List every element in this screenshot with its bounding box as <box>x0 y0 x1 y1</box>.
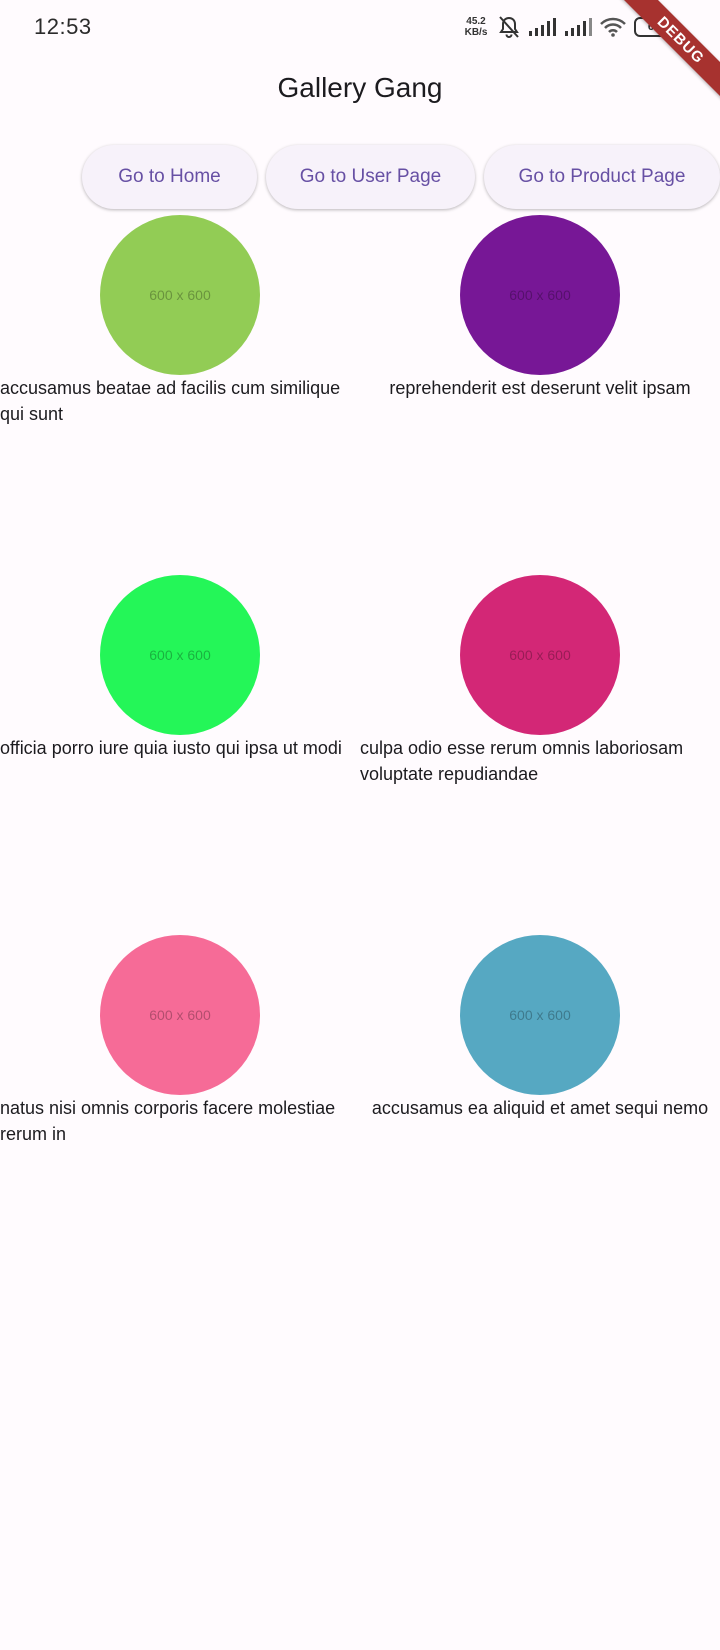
gallery-caption: officia porro iure quia iusto qui ipsa u… <box>0 738 342 758</box>
gallery-caption: accusamus beatae ad facilis cum similiqu… <box>0 378 341 424</box>
gallery-caption: accusamus ea aliquid et amet sequi nemo <box>371 1098 709 1118</box>
gallery-item[interactable]: 600 x 600 officia porro iure quia iusto … <box>0 575 360 935</box>
gallery-caption: natus nisi omnis corporis facere molesti… <box>0 1098 336 1144</box>
page-title: Gallery Gang <box>277 72 443 103</box>
gallery-caption: reprehenderit est deserunt velit ipsam <box>389 378 691 398</box>
go-to-home-button[interactable]: Go to Home <box>82 145 257 209</box>
gallery-item[interactable]: 600 x 600 natus nisi omnis corporis face… <box>0 935 360 1295</box>
image-placeholder-label: 600 x 600 <box>509 1007 571 1023</box>
mute-bell-icon <box>498 15 520 39</box>
image-placeholder-label: 600 x 600 <box>149 287 211 303</box>
gallery-image: 600 x 600 <box>100 575 260 735</box>
wifi-icon <box>600 17 626 37</box>
nav-buttons: Go to Home Go to User Page Go to Product… <box>82 145 720 209</box>
status-time: 12:53 <box>34 14 92 39</box>
image-placeholder-label: 600 x 600 <box>149 1007 211 1023</box>
gallery-grid: 600 x 600 accusamus beatae ad facilis cu… <box>0 215 720 1295</box>
signal-icon <box>564 17 592 37</box>
image-placeholder-label: 600 x 600 <box>509 287 571 303</box>
gallery-item[interactable]: 600 x 600 accusamus beatae ad facilis cu… <box>0 215 360 575</box>
gallery-image: 600 x 600 <box>100 935 260 1095</box>
network-speed-value: 45.2 <box>466 16 486 27</box>
gallery-image: 600 x 600 <box>460 575 620 735</box>
go-to-user-page-button[interactable]: Go to User Page <box>266 145 475 209</box>
gallery-item[interactable]: 600 x 600 culpa odio esse rerum omnis la… <box>360 575 720 935</box>
network-speed: 45.2 KB/s <box>462 16 490 38</box>
go-to-product-page-button[interactable]: Go to Product Page <box>484 145 720 209</box>
gallery-caption: culpa odio esse rerum omnis laboriosam v… <box>360 738 684 784</box>
gallery-image: 600 x 600 <box>460 215 620 375</box>
status-bar: 12:53 45.2 KB/s <box>0 0 720 56</box>
gallery-image: 600 x 600 <box>100 215 260 375</box>
image-placeholder-label: 600 x 600 <box>509 647 571 663</box>
gallery-image: 600 x 600 <box>460 935 620 1095</box>
network-speed-unit: KB/s <box>464 27 488 38</box>
gallery-item[interactable]: 600 x 600 accusamus ea aliquid et amet s… <box>360 935 720 1295</box>
signal-icon <box>528 17 556 37</box>
image-placeholder-label: 600 x 600 <box>149 647 211 663</box>
gallery-item[interactable]: 600 x 600 reprehenderit est deserunt vel… <box>360 215 720 575</box>
